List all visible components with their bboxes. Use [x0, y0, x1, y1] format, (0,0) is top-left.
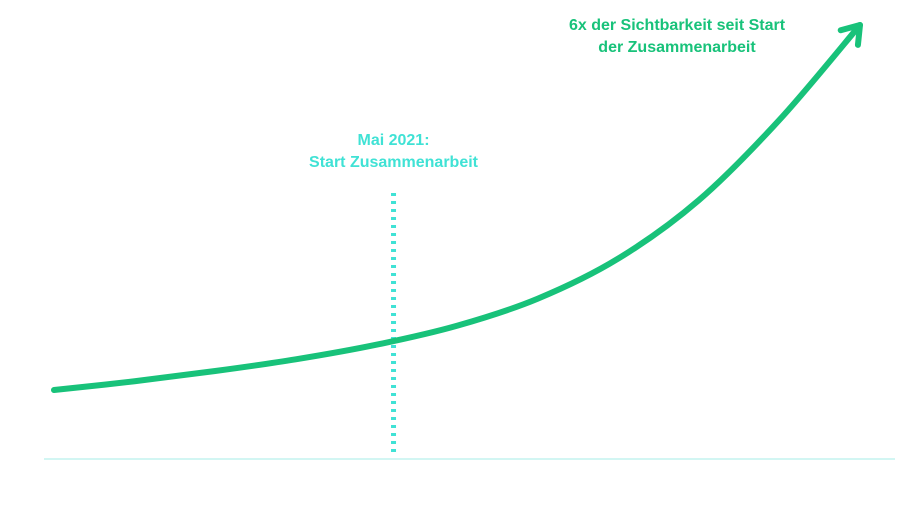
growth-annotation-line2: der Zusammenarbeit — [598, 39, 756, 56]
growth-annotation: 6x der Sichtbarkeit seit Start der Zusam… — [527, 15, 827, 59]
growth-curve — [51, 22, 863, 393]
start-marker-label: Mai 2021: Start Zusammenarbeit — [309, 130, 478, 174]
arrow-up-right-icon — [837, 22, 863, 48]
start-marker-label-line1: Mai 2021: — [357, 132, 430, 149]
start-marker-label-line2: Start Zusammenarbeit — [309, 154, 478, 171]
growth-annotation-line1: 6x der Sichtbarkeit seit Start — [568, 17, 786, 34]
